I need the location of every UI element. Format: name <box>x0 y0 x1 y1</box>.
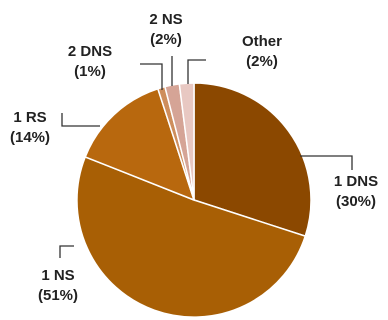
slice-labels: 1 DNS (30%) 1 NS (51%) 1 RS (14%) 2 DNS … <box>10 11 378 304</box>
value-1-dns: (30%) <box>336 193 376 210</box>
value-1-ns: (51%) <box>38 287 78 304</box>
pie-slices <box>76 82 312 318</box>
value-2-ns: (2%) <box>150 31 182 48</box>
label-other: Other <box>242 33 282 50</box>
label-2-dns: 2 DNS <box>68 43 112 60</box>
leader-line-1-rs <box>61 113 100 127</box>
leader-line-other <box>187 59 206 84</box>
leader-line-1-ns <box>59 245 74 258</box>
leader-lines <box>59 56 353 258</box>
label-1-ns: 1 NS <box>41 267 74 284</box>
pie-slice-1-dns <box>193 82 312 238</box>
value-2-dns: (1%) <box>74 63 106 80</box>
label-2-ns: 2 NS <box>149 11 182 28</box>
value-1-rs: (14%) <box>10 129 50 146</box>
leader-line-1-dns <box>300 155 353 170</box>
label-1-dns: 1 DNS <box>334 173 378 190</box>
label-1-rs: 1 RS <box>13 109 46 126</box>
value-other: (2%) <box>246 53 278 70</box>
leader-line-2-dns <box>140 63 163 90</box>
pie-slice-other <box>178 82 195 201</box>
pie-slice-1-ns <box>76 155 307 318</box>
